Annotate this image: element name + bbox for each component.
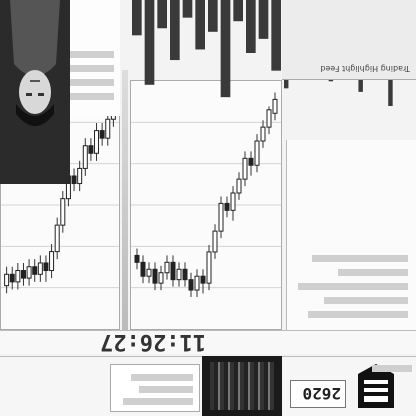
candle-body [158,272,164,284]
candle-body [9,273,15,283]
dark-promo-panel [202,356,282,416]
left-candles-svg [131,92,281,297]
candle-body [43,262,49,272]
candle-body [218,202,224,232]
price-badge: 2620 [290,380,346,408]
candle-body [176,268,182,281]
candle-body [152,268,158,284]
candle-body [230,192,236,211]
candle-body [200,275,206,284]
promo-image [210,362,274,410]
volume-bar [170,0,180,61]
candle-body [60,198,66,226]
volume-bar [182,0,193,18]
candle-body [140,261,146,277]
candle-body [71,175,77,185]
chart-divider [122,70,128,330]
volume-bar [271,0,281,71]
candle-body [37,262,43,275]
candle-body [254,140,260,166]
volume-bar [132,0,142,36]
volume-bar [144,0,155,85]
candle-body [212,230,218,253]
candle-body [164,261,170,274]
volume-bar [157,0,167,29]
price-label: 2620 [302,384,341,403]
candle-body [134,254,140,263]
candle-body [82,145,88,169]
candle-body [188,279,194,291]
left-info-panel [286,140,416,330]
candle-body [260,126,266,142]
candle-body [182,268,188,281]
top-left-info [350,360,412,374]
candle-body [77,167,83,185]
candle-body [94,130,100,154]
candle-body [20,270,26,279]
candle-body [99,130,105,139]
volume-left-svg [132,0,281,98]
right-header-box [110,364,200,412]
candle-body [206,251,212,284]
candle-body [4,273,10,287]
candle-body [32,266,38,275]
ticker-title: Trading Highlight Feed [320,64,410,73]
volume-bar [195,0,205,50]
volume-bar [220,0,231,98]
candle-body [88,145,94,154]
candle-body [236,178,242,194]
volume-bar [246,0,256,53]
candle-body [170,261,176,281]
candle-body [266,109,272,128]
candle-body [242,157,248,180]
candle-body [224,202,230,211]
candle-body [15,270,21,283]
candle-body [49,251,55,272]
candle-body [54,224,60,253]
clock-row [0,330,416,354]
candle-body [248,157,254,166]
candle-body [272,98,278,114]
volume-bar [258,0,269,39]
left-price-chart [130,80,282,330]
clock-time: 11:26:27 [100,329,206,354]
volume-panel-left [130,0,282,116]
ticker-panel: Trading Highlight Feed [282,0,416,80]
candle-body [146,268,152,277]
volume-bar [208,0,218,32]
candle-body [26,266,32,279]
candle-body [105,118,111,139]
candle-body [194,275,200,291]
volume-bar [233,0,243,22]
person-photo-icon [0,0,70,184]
